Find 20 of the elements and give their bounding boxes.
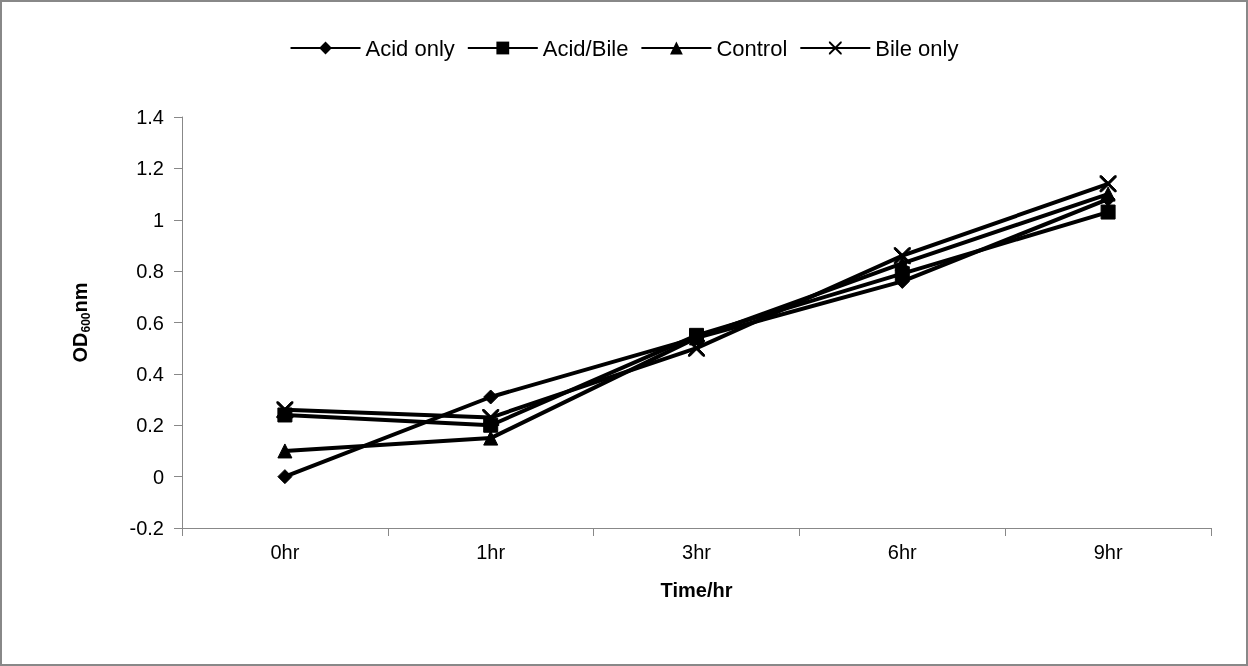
y-axis-title: OD600nm (69, 282, 93, 363)
legend-label: Control (716, 35, 788, 61)
y-tick-label: 0 (152, 465, 164, 488)
x-tick-label: 0hr (270, 541, 300, 563)
x-tick-label: 6hr (887, 541, 918, 563)
x-axis-title: Time/hr (660, 579, 733, 601)
legend-label: Acid only (365, 35, 455, 61)
y-tick-label: 0.4 (136, 362, 164, 385)
x-tick-label: 1hr (476, 541, 506, 563)
y-tick-label: 1 (152, 208, 164, 231)
y-tick-label: 0.8 (136, 260, 164, 283)
y-tick-label: -0.2 (129, 517, 164, 539)
legend-label: Acid/Bile (542, 35, 629, 61)
y-tick-label: 0.2 (136, 414, 164, 437)
x-tick-label: 3hr (682, 541, 712, 563)
y-tick-label: 1.2 (136, 157, 164, 180)
y-tick-label: 1.4 (136, 106, 164, 128)
legend-label: Bile only (875, 35, 959, 61)
y-tick-label: 0.6 (136, 311, 164, 334)
x-tick-label: 9hr (1093, 541, 1123, 563)
